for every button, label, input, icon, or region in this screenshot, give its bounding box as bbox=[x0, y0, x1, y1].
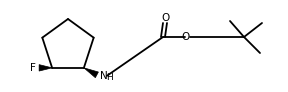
Text: N: N bbox=[100, 71, 108, 81]
Text: O: O bbox=[182, 32, 190, 42]
Text: H: H bbox=[106, 73, 113, 82]
Polygon shape bbox=[84, 68, 98, 78]
Polygon shape bbox=[39, 65, 52, 71]
Text: F: F bbox=[30, 63, 36, 73]
Text: O: O bbox=[161, 13, 169, 23]
